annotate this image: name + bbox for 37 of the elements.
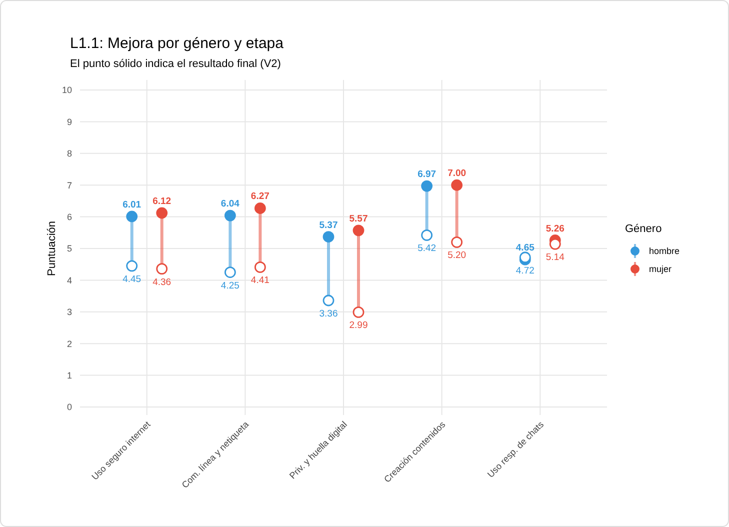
chart-title: L1.1: Mejora por género y etapa	[70, 35, 284, 52]
data-label: 7.00	[448, 168, 466, 180]
data-label: 4.36	[152, 276, 172, 288]
legend-label: mujer	[649, 264, 672, 274]
y-tick-label: 4	[66, 275, 72, 286]
data-label: 4.65	[516, 242, 536, 254]
data-label: 5.26	[546, 223, 564, 234]
y-tick-label: 3	[66, 307, 72, 318]
y-tick-label: 9	[66, 116, 72, 127]
data-label: 4.72	[516, 265, 534, 276]
legend-label: hombre	[649, 246, 680, 256]
y-tick-label: 2	[66, 338, 72, 349]
data-label: 3.36	[319, 308, 338, 320]
y-tick-label: 10	[62, 85, 72, 96]
data-label: 4.45	[122, 274, 142, 285]
data-label: 6.97	[418, 169, 436, 180]
chart-subtitle: El punto sólido indica el resultado final (V2)	[70, 58, 281, 70]
y-tick-label: 0	[66, 402, 72, 412]
data-label: 5.14	[546, 252, 564, 264]
y-tick-label: 5	[66, 244, 72, 254]
data-label: 6.04	[220, 198, 240, 210]
data-label: 2.99	[349, 320, 368, 332]
y-tick-label: 1	[66, 370, 72, 380]
legend-title: Género	[625, 223, 662, 235]
data-label: 4.41	[250, 275, 270, 286]
y-tick-label: 7	[66, 180, 72, 190]
data-label: 6.27	[250, 191, 270, 202]
y-tick-label: 6	[66, 212, 72, 222]
data-label: 5.42	[418, 243, 436, 254]
data-label: 5.57	[349, 213, 368, 224]
data-label: 4.25	[220, 280, 240, 292]
data-label: 6.01	[122, 199, 142, 210]
y-tick-label: 8	[66, 148, 72, 159]
y-axis-title: Puntuación	[46, 220, 58, 276]
data-label: 5.37	[319, 220, 338, 231]
data-label: 6.12	[152, 196, 172, 207]
data-label: 5.20	[448, 250, 466, 262]
